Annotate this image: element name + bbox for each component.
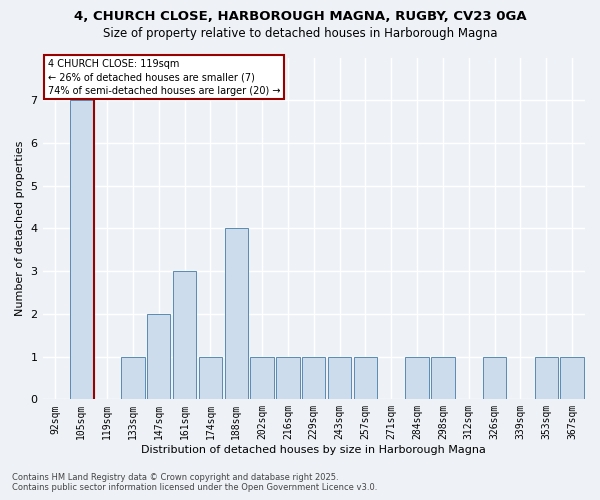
Bar xyxy=(535,356,558,400)
X-axis label: Distribution of detached houses by size in Harborough Magna: Distribution of detached houses by size … xyxy=(142,445,486,455)
Text: Size of property relative to detached houses in Harborough Magna: Size of property relative to detached ho… xyxy=(103,28,497,40)
Bar xyxy=(277,356,299,400)
Text: Contains HM Land Registry data © Crown copyright and database right 2025.
Contai: Contains HM Land Registry data © Crown c… xyxy=(12,473,377,492)
Bar xyxy=(199,356,222,400)
Bar xyxy=(560,356,584,400)
Bar xyxy=(431,356,455,400)
Text: 4, CHURCH CLOSE, HARBOROUGH MAGNA, RUGBY, CV23 0GA: 4, CHURCH CLOSE, HARBOROUGH MAGNA, RUGBY… xyxy=(74,10,526,23)
Y-axis label: Number of detached properties: Number of detached properties xyxy=(15,140,25,316)
Bar xyxy=(121,356,145,400)
Bar xyxy=(70,100,93,400)
Bar xyxy=(250,356,274,400)
Bar xyxy=(302,356,325,400)
Bar xyxy=(406,356,429,400)
Bar xyxy=(173,271,196,400)
Bar xyxy=(483,356,506,400)
Bar xyxy=(354,356,377,400)
Bar xyxy=(328,356,351,400)
Text: 4 CHURCH CLOSE: 119sqm
← 26% of detached houses are smaller (7)
74% of semi-deta: 4 CHURCH CLOSE: 119sqm ← 26% of detached… xyxy=(48,59,280,96)
Bar xyxy=(224,228,248,400)
Bar xyxy=(147,314,170,400)
